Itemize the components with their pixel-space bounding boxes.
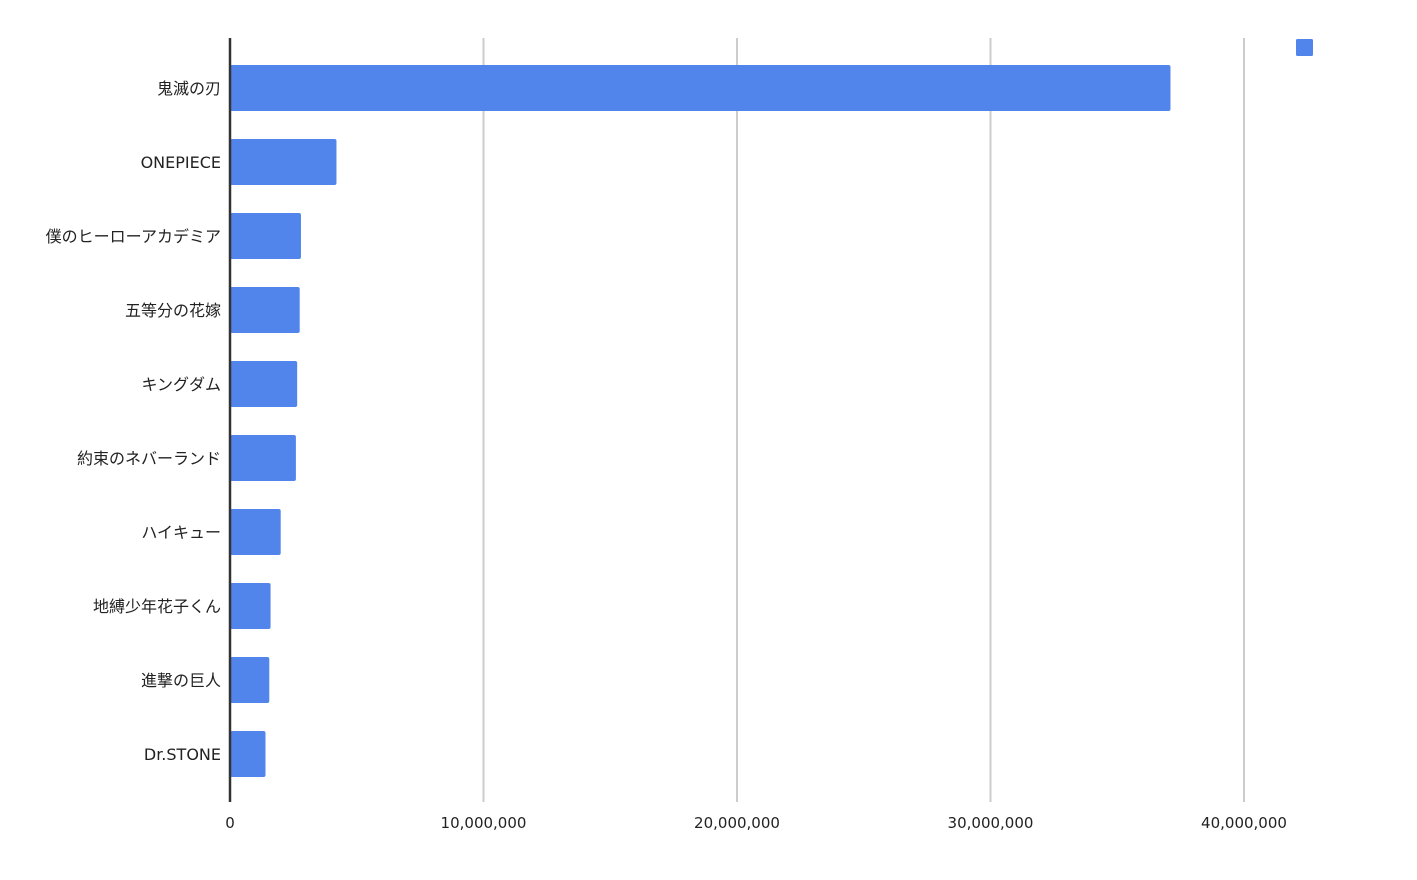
category-label-5: 約束のネバーランド [77,449,221,468]
category-label-8: 進撃の巨人 [141,671,221,690]
category-label-3: 五等分の花嫁 [125,301,221,320]
bar-8 [230,657,270,703]
category-label-1: ONEPIECE [141,153,221,172]
bar-5 [230,435,296,481]
legend-swatch [1296,39,1313,56]
category-label-9: Dr.STONE [144,745,221,764]
category-label-0: 鬼滅の刃 [157,79,221,98]
category-labels: 鬼滅の刃 ONEPIECE 僕のヒーローアカデミア五等分の花嫁キングダム約束のネバー… [46,79,221,764]
x-tick-label-2: 20,000,000 [694,814,780,832]
bar-4 [230,361,298,407]
bar-1 [230,139,337,185]
bar-0 [230,65,1171,111]
x-tick-label-1: 10,000,000 [441,814,527,832]
x-tick-label-4: 40,000,000 [1201,814,1287,832]
bar-7 [230,583,271,629]
x-tick-labels: 0 10,000,000 20,000,000 30,000,000 40,000,00… [225,814,1287,832]
bar-3 [230,287,300,333]
x-tick-label-0: 0 [225,814,235,832]
bar-6 [230,509,281,555]
category-label-6: ハイキュー [141,523,221,542]
category-label-2: 僕のヒーローアカデミア [46,227,221,246]
gridlines [482,38,1245,802]
x-tick-label-3: 30,000,000 [948,814,1034,832]
bar-2 [230,213,301,259]
legend [1296,39,1313,56]
category-label-7: 地縛少年花子くん [93,597,221,616]
category-label-4: キングダム [141,375,221,394]
bars [230,65,1171,777]
bar-9 [230,731,266,777]
